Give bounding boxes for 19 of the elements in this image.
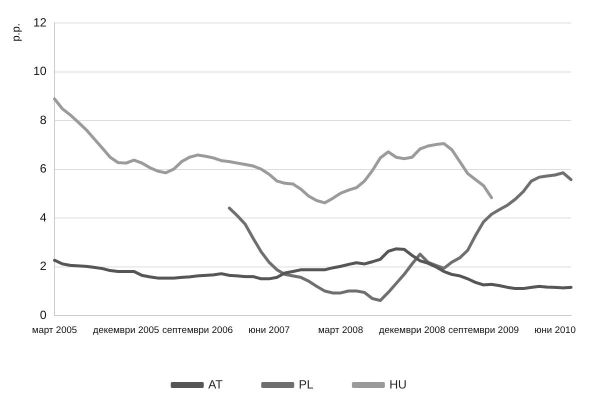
x-tick-label: септември 2006 — [162, 324, 233, 336]
y-tick-label: 4 — [40, 210, 47, 224]
y-tick-label: 12 — [33, 16, 47, 30]
y-tick-label: 8 — [40, 112, 47, 127]
y-tick-label: 0 — [40, 308, 47, 322]
x-tick-label: декември 2008 — [378, 324, 446, 336]
y-tick-label: 2 — [40, 259, 47, 274]
legend-label: HU — [389, 377, 407, 392]
x-tick-label: декември 2005 — [92, 324, 160, 336]
x-tick-label: юни 2010 — [534, 324, 576, 336]
x-tick-label: март 2008 — [318, 324, 364, 336]
x-tick-label: септември 2009 — [448, 324, 519, 336]
y-tick-label: 6 — [40, 162, 47, 176]
legend-label: PL — [298, 377, 314, 392]
y-axis-title: p.p. — [10, 23, 23, 42]
y-tick-label: 10 — [33, 64, 47, 78]
x-tick-label: март 2005 — [32, 324, 78, 336]
legend-label: AT — [208, 377, 224, 392]
x-tick-label: юни 2007 — [248, 324, 290, 336]
